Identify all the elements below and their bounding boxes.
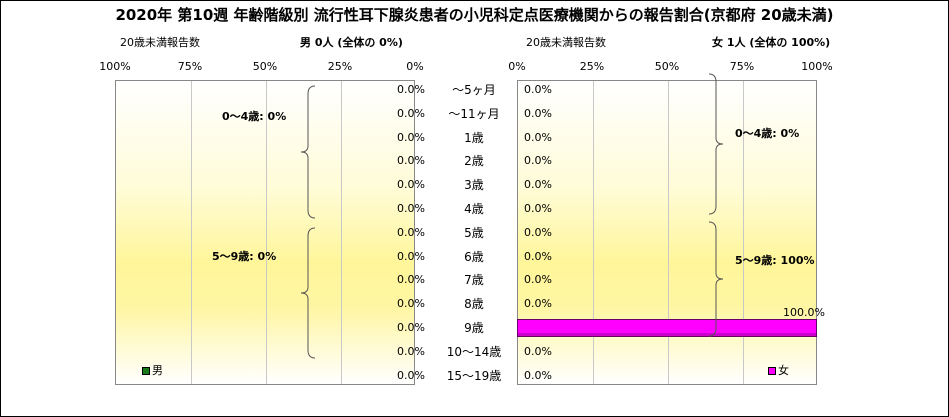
male-legend-label: 男 xyxy=(152,364,163,377)
female-x-tick: 75% xyxy=(729,60,755,73)
male-legend-swatch xyxy=(142,367,150,375)
chart-title: 2020年 第10週 年齢階級別 流行性耳下腺炎患者の小児科定点医療機関からの報… xyxy=(115,6,834,24)
female-group-0-4-label: 0～4歳: 0% xyxy=(735,127,800,140)
left-summary: 男 0人 (全体の 0%) xyxy=(300,34,403,50)
female-value-label: 0.0% xyxy=(524,178,552,192)
category-label: 7歳 xyxy=(464,273,484,288)
female-value-label: 100.0% xyxy=(783,306,825,319)
male-value-label: 0.0% xyxy=(397,368,425,382)
male-summary-text: 男 0人 (全体の 0%) xyxy=(300,36,403,49)
male-x-tick: 50% xyxy=(252,60,278,73)
category-label: 8歳 xyxy=(464,297,484,312)
category-label: 9歳 xyxy=(464,321,484,335)
male-x-tick: 100% xyxy=(99,60,131,73)
female-value-label: 0.0% xyxy=(524,297,552,311)
male-value-label: 0.0% xyxy=(397,273,425,287)
female-x-tick: 0% xyxy=(508,60,526,73)
female-value-label: 0.0% xyxy=(524,154,552,168)
female-legend-label: 女 xyxy=(778,364,789,377)
male-value-label: 0.0% xyxy=(397,202,425,215)
female-value-label: 0.0% xyxy=(524,130,552,144)
male-value-label: 0.0% xyxy=(397,344,425,358)
male-x-tick: 25% xyxy=(327,60,353,73)
female-value-label: 0.0% xyxy=(524,249,552,263)
category-label: 2歳 xyxy=(464,154,484,169)
female-gridline xyxy=(668,81,669,384)
female-value-label: 0.0% xyxy=(524,368,552,382)
category-label: 5歳 xyxy=(464,225,484,240)
male-value-label: 0.0% xyxy=(397,225,425,239)
male-plot-area xyxy=(115,80,415,385)
category-label: ～5ヶ月 xyxy=(452,83,496,97)
female-x-tick: 50% xyxy=(654,60,680,73)
category-label: ～11ヶ月 xyxy=(448,106,500,121)
female-x-tick: 25% xyxy=(579,60,605,73)
male-gridline xyxy=(341,81,342,384)
category-label: 1歳 xyxy=(464,130,484,145)
male-legend: 男 xyxy=(142,362,163,378)
female-value-label: 0.0% xyxy=(524,273,552,287)
male-x-tick: 0% xyxy=(406,60,424,73)
female-value-label: 0.0% xyxy=(524,83,552,96)
female-value-label: 0.0% xyxy=(524,202,552,215)
male-group-5-9-label: 5～9歳: 0% xyxy=(212,250,277,263)
category-label: 4歳 xyxy=(464,202,484,216)
male-value-label: 0.0% xyxy=(397,130,425,144)
male-value-label: 0.0% xyxy=(397,154,425,168)
female-bar xyxy=(517,319,817,337)
male-value-label: 0.0% xyxy=(397,178,425,192)
male-group-0-4-label: 0～4歳: 0% xyxy=(222,110,287,123)
right-summary: 女 1人 (全体の 100%) xyxy=(712,34,830,50)
male-gridline xyxy=(191,81,192,384)
category-label: 6歳 xyxy=(464,249,484,264)
female-value-label: 0.0% xyxy=(524,106,552,120)
category-label: 10～14歳 xyxy=(446,344,502,359)
female-value-label: 0.0% xyxy=(524,225,552,239)
female-x-tick: 100% xyxy=(801,60,833,73)
male-value-label: 0.0% xyxy=(397,83,425,96)
female-value-label: 0.0% xyxy=(524,344,552,358)
female-legend-swatch xyxy=(768,367,776,375)
male-value-label: 0.0% xyxy=(397,249,425,263)
right-axis-title: 20歳未満報告数 xyxy=(526,36,606,49)
male-gridline xyxy=(266,81,267,384)
female-legend: 女 xyxy=(768,362,789,378)
category-label: 3歳 xyxy=(464,178,484,193)
category-label: 15～19歳 xyxy=(446,368,502,383)
left-axis-title: 20歳未満報告数 xyxy=(120,36,200,49)
male-value-label: 0.0% xyxy=(397,297,425,311)
female-gridline xyxy=(743,81,744,384)
female-gridline xyxy=(593,81,594,384)
female-group-5-9-label: 5～9歳: 100% xyxy=(735,254,815,267)
male-value-label: 0.0% xyxy=(397,321,425,334)
male-value-label: 0.0% xyxy=(397,106,425,120)
male-x-tick: 75% xyxy=(177,60,203,73)
female-summary-text: 女 1人 (全体の 100%) xyxy=(712,36,831,49)
